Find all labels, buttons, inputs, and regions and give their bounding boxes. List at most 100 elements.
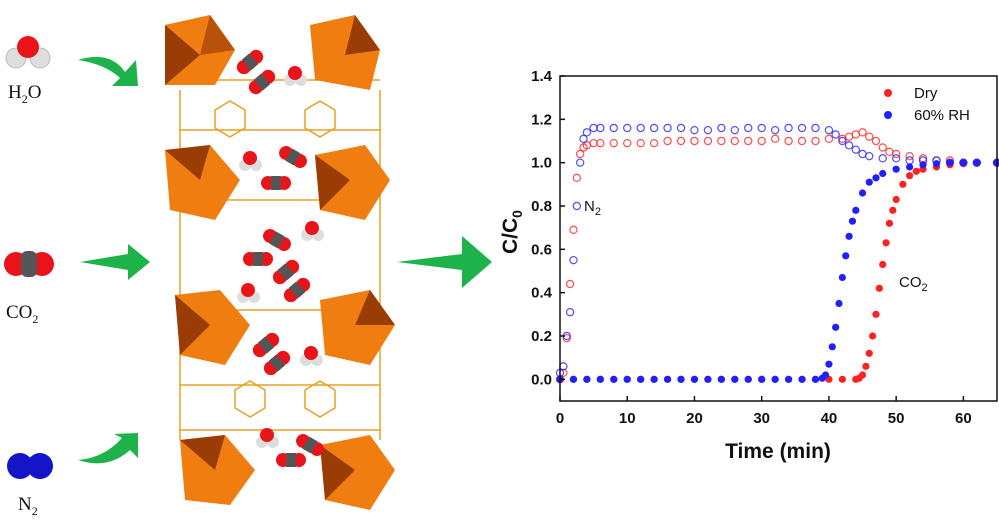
data-point (744, 136, 753, 146)
data-point (676, 123, 686, 133)
y-tick-label: 0.0 (531, 371, 552, 388)
data-point (885, 219, 894, 227)
data-point (865, 151, 874, 161)
axis-ticks: 0 10 20 30 40 50 60 0.0 0.2 0.4 0.6 0.8 1.0 1.2 1.4 (531, 68, 972, 427)
data-point (891, 154, 901, 163)
data-point (589, 138, 598, 148)
n2-molecule-icon (7, 453, 53, 479)
data-point (609, 123, 618, 133)
data-point (852, 206, 860, 214)
series-n2-dry (555, 128, 999, 384)
co2-label: CO2 (6, 302, 38, 326)
plot-frame (559, 75, 998, 402)
data-point (828, 343, 836, 351)
legend-marker-wet (884, 111, 892, 119)
data-point (842, 252, 850, 260)
metal-cluster-polyhedra (165, 15, 395, 510)
data-point (636, 138, 645, 148)
y-axis-label: C/C0 (499, 210, 525, 254)
data-point (811, 375, 820, 383)
data-point (835, 299, 843, 308)
y-tick-label: 1.2 (531, 111, 552, 128)
data-point (824, 125, 834, 135)
data-point (872, 174, 880, 182)
data-point (821, 371, 830, 379)
data-point (636, 123, 645, 133)
data-point (572, 173, 582, 183)
data-point (811, 136, 820, 146)
data-point (623, 375, 631, 383)
legend-marker-dry (884, 89, 892, 97)
data-point (569, 225, 578, 235)
x-tick-label: 50 (888, 410, 905, 427)
data-point (663, 375, 672, 383)
x-tick-label: 0 (556, 410, 564, 427)
data-point (889, 206, 897, 214)
data-point (704, 375, 712, 383)
data-point (582, 128, 592, 137)
data-point (596, 123, 605, 133)
legend-label-wet: 60% RH (914, 107, 970, 124)
data-point (872, 310, 880, 318)
data-point (831, 130, 840, 139)
data-point (959, 159, 967, 167)
data-point (770, 134, 780, 144)
data-point (569, 375, 578, 383)
data-point (596, 138, 605, 148)
curved-arrow-icon (78, 56, 138, 86)
data-point (862, 362, 870, 370)
data-point (879, 260, 887, 269)
data-point (650, 375, 658, 383)
data-point (865, 132, 874, 141)
data-point (784, 123, 793, 133)
data-point (797, 123, 807, 133)
data-point (730, 125, 740, 135)
data-point (798, 375, 806, 383)
data-point (784, 375, 793, 383)
data-point (579, 134, 588, 144)
data-point (730, 136, 740, 146)
data-point (885, 147, 894, 157)
data-point (825, 360, 833, 368)
data-point (844, 132, 854, 141)
data-point (851, 130, 861, 139)
data-point (882, 239, 890, 247)
data-point (892, 165, 900, 173)
x-tick-label: 40 (821, 410, 838, 427)
chart-marks (555, 123, 999, 384)
data-point (623, 123, 632, 133)
x-tick-label: 60 (955, 410, 972, 427)
data-point (858, 149, 867, 159)
data-point (858, 128, 867, 137)
data-point (690, 375, 699, 383)
y-tick-label: 1.0 (531, 155, 552, 172)
data-point (770, 125, 780, 135)
data-point (562, 333, 571, 343)
data-point (905, 151, 914, 161)
data-point (879, 169, 887, 178)
x-tick-label: 10 (619, 410, 636, 427)
data-point (572, 201, 582, 211)
y-tick-label: 0.6 (531, 241, 552, 258)
data-point (703, 136, 713, 146)
data-point (717, 136, 726, 146)
data-point (757, 136, 766, 146)
data-point (865, 178, 873, 186)
series-co2-wet (556, 159, 999, 383)
data-point (838, 136, 847, 146)
data-point (649, 123, 659, 133)
data-point (649, 138, 659, 148)
y-tick-label: 0.8 (531, 198, 552, 215)
data-point (731, 375, 739, 383)
annotation-n2: N2 (584, 198, 601, 218)
data-point (848, 217, 857, 225)
data-point (832, 323, 840, 331)
data-point (869, 332, 877, 340)
data-point (878, 143, 887, 152)
data-point (690, 136, 699, 146)
data-point (824, 134, 834, 144)
data-point (677, 375, 685, 383)
x-tick-label: 20 (686, 410, 703, 427)
